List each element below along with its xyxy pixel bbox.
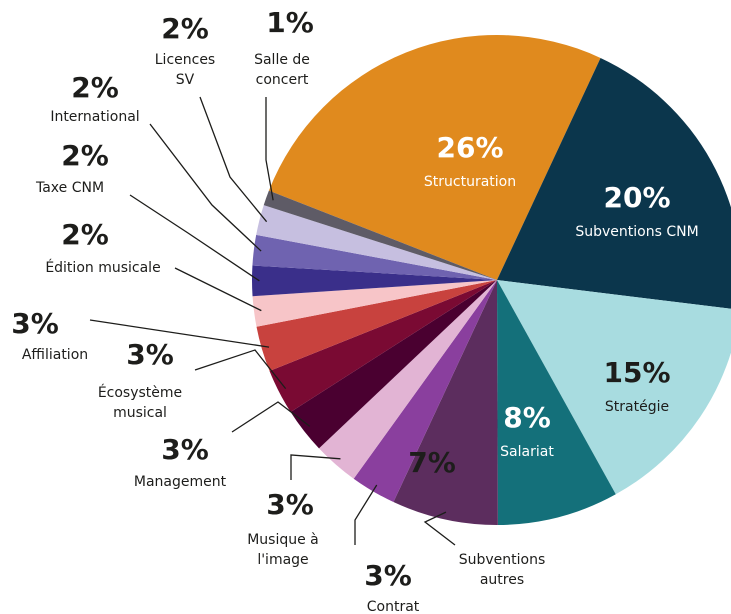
category-label: Contrat xyxy=(366,599,420,614)
value-label: 2% xyxy=(71,71,119,104)
category-label: Écosystème musical xyxy=(97,385,183,421)
category-label: Stratégie xyxy=(604,399,670,415)
value-label: 3% xyxy=(364,559,412,592)
leader-line xyxy=(89,319,270,348)
leader-line xyxy=(354,484,378,545)
category-label: Management xyxy=(133,474,227,490)
leader-line xyxy=(149,123,262,252)
pie-slice xyxy=(497,57,731,309)
value-label: 2% xyxy=(61,139,109,172)
pie-slice xyxy=(256,205,497,280)
value-label: 3% xyxy=(266,488,314,521)
leader-line xyxy=(199,96,268,223)
leader-line xyxy=(174,267,262,312)
value-label: 8% xyxy=(503,401,551,434)
value-label: 15% xyxy=(603,356,671,389)
leader-line xyxy=(129,194,260,282)
leader-line xyxy=(265,97,274,201)
pie-slice xyxy=(318,280,497,479)
pie-slice xyxy=(256,280,497,371)
pie-slice xyxy=(497,280,616,525)
value-label: 7% xyxy=(408,446,456,479)
leader-line xyxy=(194,349,287,390)
value-label: 2% xyxy=(61,218,109,251)
category-label: Musique à l'image xyxy=(247,532,319,568)
pie-slice xyxy=(252,280,497,327)
category-label: Subventions autres xyxy=(458,552,546,588)
value-label: 3% xyxy=(11,307,59,340)
pie-slice xyxy=(497,280,731,495)
pie-slice xyxy=(263,190,497,280)
value-label: 20% xyxy=(603,181,671,214)
category-label: Structuration xyxy=(423,174,517,190)
pie-slice xyxy=(252,234,497,280)
pie-slice xyxy=(290,280,497,449)
category-label: Salle de concert xyxy=(254,52,310,88)
value-label: 2% xyxy=(161,12,209,45)
pie-slice xyxy=(269,280,497,412)
category-label: Salariat xyxy=(500,444,554,460)
category-label: Édition musicale xyxy=(45,260,161,276)
value-label: 3% xyxy=(161,433,209,466)
category-label: Licences SV xyxy=(154,52,216,88)
value-label: 26% xyxy=(436,131,504,164)
pie-slice xyxy=(393,280,498,526)
category-label: Affiliation xyxy=(21,347,89,363)
value-label: 3% xyxy=(126,338,174,371)
category-label: Taxe CNM xyxy=(35,180,105,196)
value-label: 1% xyxy=(266,6,314,39)
leader-line xyxy=(423,511,456,546)
pie-slice xyxy=(353,280,497,503)
pie-slice xyxy=(268,34,601,280)
category-label: International xyxy=(50,109,140,125)
leader-line xyxy=(231,401,311,433)
category-label: Subventions CNM xyxy=(575,224,699,240)
leader-line xyxy=(290,454,341,480)
pie-slice xyxy=(252,265,497,297)
